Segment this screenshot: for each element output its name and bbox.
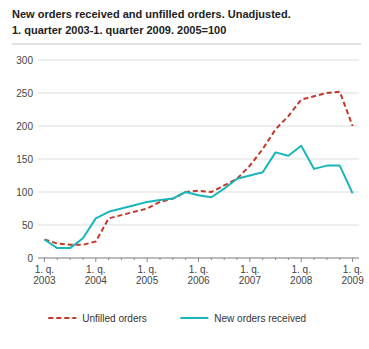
x-tick-label-line: 1. q. <box>35 264 54 275</box>
series-line <box>44 146 352 248</box>
grid-line <box>38 60 359 61</box>
x-tick <box>198 258 199 262</box>
x-tick-label: 1. q.2006 <box>187 264 210 286</box>
series-line <box>44 92 352 245</box>
x-tick-label: 1. q.2005 <box>136 264 159 286</box>
x-tick-label-line: 1. q. <box>291 264 310 275</box>
x-tick-label-line: 2003 <box>33 275 56 286</box>
plot-area <box>44 92 352 248</box>
x-minor-tick <box>134 258 135 260</box>
x-minor-tick <box>108 258 109 260</box>
legend-label: New orders received <box>214 313 306 324</box>
x-tick-label-line: 1. q. <box>240 264 259 275</box>
y-tick-label: 100 <box>16 187 33 198</box>
y-tick-label: 50 <box>22 220 34 231</box>
y-tick-label: 200 <box>16 121 33 132</box>
x-tick-label-line: 1. q. <box>343 264 362 275</box>
x-minor-tick <box>326 258 327 260</box>
x-tick-label-line: 2009 <box>341 275 364 286</box>
x-minor-tick <box>262 258 263 260</box>
x-tick-label-line: 2006 <box>187 275 210 286</box>
subtitle: 1. quarter 2003-1. quarter 2009. 2005=10… <box>12 24 226 36</box>
x-tick-label: 1. q.2003 <box>33 264 56 286</box>
x-minor-tick <box>288 258 289 260</box>
title-rule <box>12 44 361 45</box>
grid-line <box>38 225 359 226</box>
x-tick-label-line: 2008 <box>290 275 313 286</box>
legend-label: Unfilled orders <box>82 313 146 324</box>
grid <box>38 60 359 258</box>
x-minor-tick <box>185 258 186 260</box>
x-minor-tick <box>70 258 71 260</box>
y-tick-label: 0 <box>27 253 33 264</box>
chart: New orders received and unfilled orders.… <box>0 0 369 349</box>
title: New orders received and unfilled orders.… <box>12 8 291 20</box>
grid-line <box>38 192 359 193</box>
x-minor-tick <box>57 258 58 260</box>
x-tick <box>301 258 302 262</box>
y-tick-label: 250 <box>16 88 33 99</box>
x-minor-tick <box>121 258 122 260</box>
x-tick-label: 1. q.2009 <box>341 264 364 286</box>
x-tick <box>147 258 148 262</box>
x-minor-tick <box>82 258 83 260</box>
y-tick-label: 150 <box>16 154 33 165</box>
legend-swatch <box>48 317 76 319</box>
x-tick-label-line: 2007 <box>239 275 262 286</box>
grid-line <box>38 126 359 127</box>
legend: Unfilled orders New orders received <box>48 313 306 324</box>
x-tick-label-line: 1. q. <box>189 264 208 275</box>
x-tick-label-line: 2005 <box>136 275 159 286</box>
x-minor-tick <box>314 258 315 260</box>
x-tick <box>95 258 96 262</box>
legend-swatch <box>180 317 208 319</box>
x-tick <box>352 258 353 262</box>
x-tick-label: 1. q.2007 <box>239 264 262 286</box>
x-tick <box>44 258 45 262</box>
x-minor-tick <box>237 258 238 260</box>
x-minor-tick <box>275 258 276 260</box>
x-tick-label: 1. q.2008 <box>290 264 313 286</box>
x-tick-label-line: 2004 <box>85 275 108 286</box>
y-tick-label: 300 <box>16 55 33 66</box>
x-minor-tick <box>224 258 225 260</box>
x-tick-label-line: 1. q. <box>137 264 156 275</box>
x-minor-tick <box>339 258 340 260</box>
x-minor-tick <box>159 258 160 260</box>
x-tick-label: 1. q.2004 <box>85 264 108 286</box>
x-minor-tick <box>211 258 212 260</box>
grid-line <box>38 93 359 94</box>
x-tick <box>249 258 250 262</box>
x-tick-label-line: 1. q. <box>86 264 105 275</box>
x-minor-tick <box>172 258 173 260</box>
grid-line <box>38 159 359 160</box>
